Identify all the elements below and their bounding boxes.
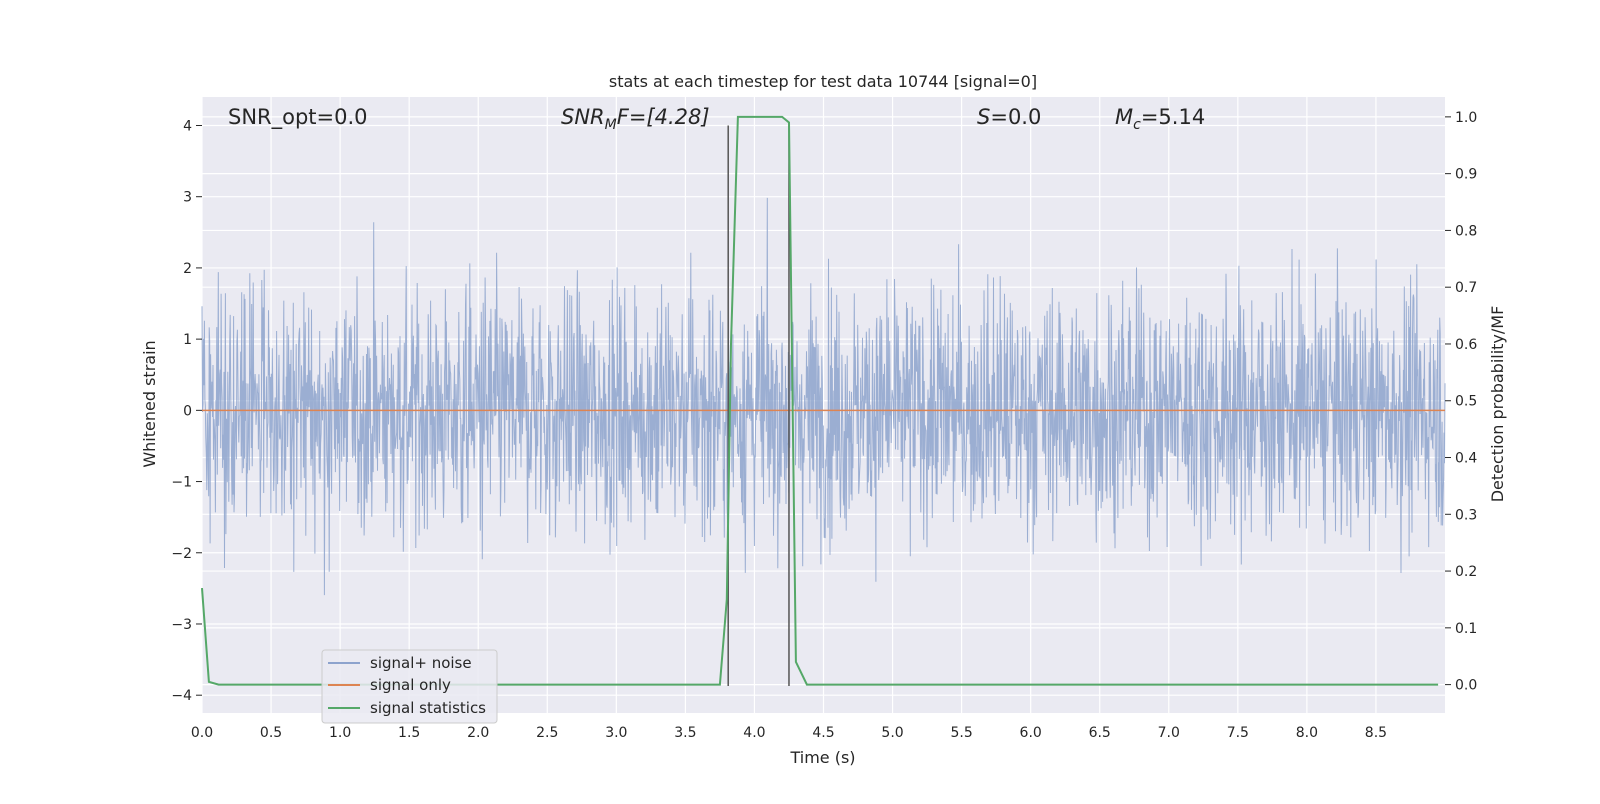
legend-box <box>321 649 498 724</box>
noise-series <box>201 197 1446 596</box>
x-tick-label: 5.5 <box>950 725 972 741</box>
x-tick-label: 1.5 <box>398 725 420 741</box>
y-tick-label: 2 <box>183 261 192 277</box>
chart-title: stats at each timestep for test data 107… <box>609 72 1037 91</box>
y-tick-label: 4 <box>183 118 192 134</box>
x-tick-label: 8.0 <box>1296 725 1318 741</box>
x-tick-label: 0.0 <box>191 725 213 741</box>
y-tick-label: −2 <box>171 546 192 562</box>
legend: signal+ noise signal only signal statist… <box>321 649 498 724</box>
legend-label-signal-noise: signal+ noise <box>370 654 472 672</box>
y2-tick-label: 0.6 <box>1455 337 1477 353</box>
y-axis-ticks: 4 3 2 1 0 −1 −2 −3 −4 <box>171 118 202 704</box>
x-tick-label: 8.5 <box>1365 725 1387 741</box>
y-tick-label: −4 <box>171 688 192 704</box>
y-tick-label: −1 <box>171 475 192 491</box>
y2-tick-label: 0.8 <box>1455 223 1477 239</box>
y2-tick-label: 0.5 <box>1455 394 1477 410</box>
y-tick-label: −3 <box>171 617 192 633</box>
y-axis-label: Whitened strain <box>140 340 159 467</box>
legend-label-signal-statistics: signal statistics <box>370 699 486 717</box>
x-tick-label: 0.5 <box>260 725 282 741</box>
annotation-snr-mf: SNRMF=[4.28] <box>561 105 710 133</box>
y2-tick-label: 1.0 <box>1455 110 1477 126</box>
y2-tick-label: 0.4 <box>1455 451 1477 467</box>
y-tick-label: 3 <box>183 190 192 206</box>
noise-line <box>201 197 1446 596</box>
annotation-s: S=0.0 <box>977 105 1041 129</box>
x-tick-label: 6.5 <box>1089 725 1111 741</box>
x-tick-label: 1.0 <box>329 725 351 741</box>
x-tick-label: 4.0 <box>743 725 765 741</box>
grid-layer <box>201 97 1445 713</box>
y-tick-label: 0 <box>183 403 192 419</box>
x-axis-ticks: 0.0 0.5 1.0 1.5 2.0 2.5 3.0 3.5 4.0 4.5 5.0 5.5 6.0 6… <box>191 725 1387 741</box>
y2-tick-label: 0.9 <box>1455 167 1477 183</box>
y2-axis-label: Detection probability/MF <box>1488 306 1507 503</box>
legend-label-signal-only: signal only <box>370 676 451 694</box>
y2-tick-label: 0.3 <box>1455 507 1477 523</box>
y-tick-label: 1 <box>183 332 192 348</box>
annotation-mc: Mc=5.14 <box>1115 105 1205 133</box>
annotation-snr-opt: SNR_opt=0.0 <box>228 105 368 130</box>
x-tick-label: 3.0 <box>605 725 627 741</box>
y2-tick-label: 0.1 <box>1455 621 1477 637</box>
vertical-markers <box>727 125 790 686</box>
x-axis-label: Time (s) <box>789 748 855 767</box>
x-tick-label: 2.5 <box>536 725 558 741</box>
x-tick-label: 7.0 <box>1158 725 1180 741</box>
x-tick-label: 5.0 <box>881 725 903 741</box>
x-tick-label: 6.0 <box>1020 725 1042 741</box>
x-tick-label: 7.5 <box>1227 725 1249 741</box>
y2-axis-ticks: 1.0 0.9 0.8 0.7 0.6 0.5 0.4 0.3 0.2 0.1 0.0 <box>1445 110 1477 694</box>
x-tick-label: 3.5 <box>674 725 696 741</box>
y2-tick-label: 0.2 <box>1455 564 1477 580</box>
x-tick-label: 4.5 <box>812 725 834 741</box>
y2-tick-label: 0.7 <box>1455 280 1477 296</box>
x-tick-label: 2.0 <box>467 725 489 741</box>
y2-tick-label: 0.0 <box>1455 678 1477 694</box>
